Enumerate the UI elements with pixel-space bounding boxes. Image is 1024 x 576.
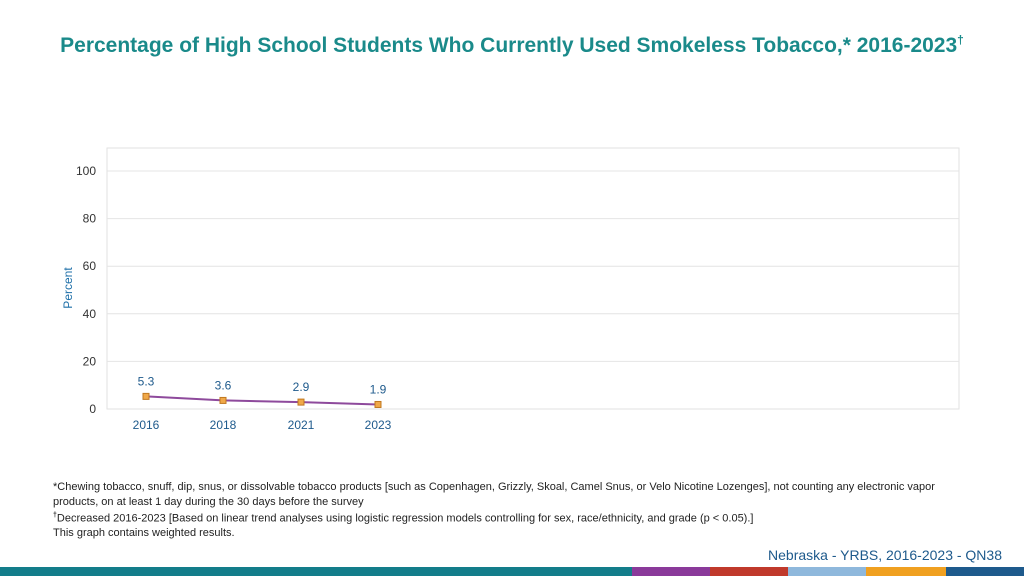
data-point xyxy=(297,398,305,406)
footnote-trend: †Decreased 2016-2023 [Based on linear tr… xyxy=(53,512,754,525)
data-label: 1.9 xyxy=(370,382,387,396)
x-tick-label: 2023 xyxy=(365,418,392,432)
plot-area xyxy=(106,147,960,410)
y-axis-label: Percent xyxy=(61,267,75,309)
data-point xyxy=(142,392,150,400)
footnote-definition: *Chewing tobacco, snuff, dip, snus, or d… xyxy=(53,481,935,508)
data-label: 2.9 xyxy=(293,380,310,394)
bar-segment-lightblue xyxy=(788,567,866,576)
y-tick-label: 0 xyxy=(89,402,96,416)
title-dagger: † xyxy=(957,33,964,47)
x-tick-label: 2016 xyxy=(133,418,160,432)
chart-title: Percentage of High School Students Who C… xyxy=(60,33,964,57)
data-point xyxy=(374,400,382,408)
bar-segment-red xyxy=(710,567,788,576)
line-chart: 0 20 40 60 80 100 Percent 2016 2018 2021 2023 5.3 3.… xyxy=(61,147,960,432)
bar-segment-orange xyxy=(866,567,946,576)
bar-segment-blue xyxy=(946,567,1024,576)
bar-segment-teal xyxy=(0,567,632,576)
y-tick-label: 80 xyxy=(83,212,97,226)
bottom-color-bar xyxy=(0,567,1024,576)
source-label: Nebraska - YRBS, 2016-2023 - QN38 xyxy=(768,547,1002,563)
y-tick-label: 100 xyxy=(76,164,96,178)
data-label: 3.6 xyxy=(215,378,232,392)
bar-segment-purple xyxy=(632,567,710,576)
y-tick-label: 40 xyxy=(83,307,97,321)
footnote-weighted: This graph contains weighted results. xyxy=(53,527,235,540)
footnotes: *Chewing tobacco, snuff, dip, snus, or d… xyxy=(53,480,953,541)
data-point xyxy=(219,396,227,404)
data-label: 5.3 xyxy=(138,374,155,388)
series-line xyxy=(145,395,379,406)
y-tick-label: 20 xyxy=(83,354,97,368)
x-tick-label: 2018 xyxy=(210,418,237,432)
x-tick-label: 2021 xyxy=(288,418,315,432)
y-tick-label: 60 xyxy=(83,259,97,273)
